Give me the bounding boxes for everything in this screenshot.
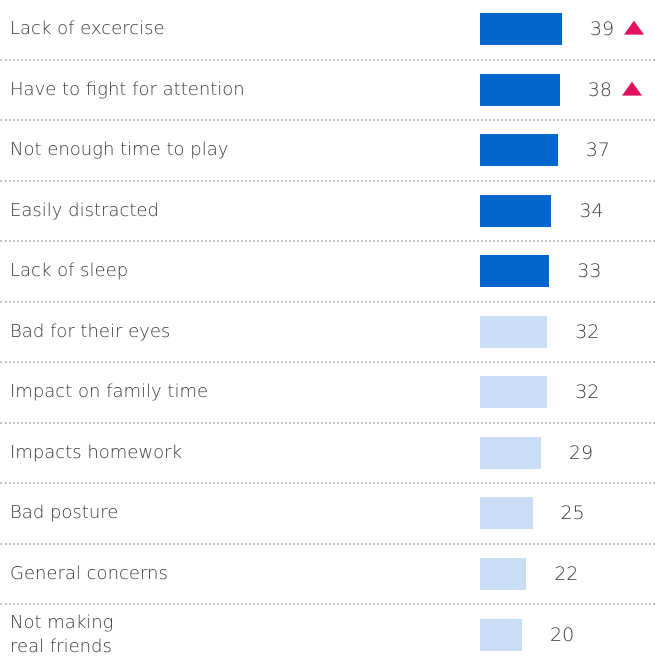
bar (480, 436, 541, 469)
category-label: Bad for their eyes (10, 320, 171, 342)
value-label: 22 (554, 562, 579, 585)
bar (480, 255, 550, 288)
row: Lack of excercise 39 (0, 0, 655, 61)
bar (480, 134, 558, 167)
row: Easily distracted 34 (0, 182, 655, 242)
value-label: 32 (575, 320, 600, 343)
category-label: Lack of excercise (10, 18, 165, 40)
trend-up-icon (623, 20, 644, 35)
value-label: 34 (579, 199, 604, 222)
category-label: Not enough time to play (10, 139, 229, 161)
category-label: Easily distracted (10, 199, 159, 221)
row: General concerns 22 (0, 545, 655, 605)
bar (480, 618, 522, 651)
row: Bad for their eyes 32 (0, 303, 655, 363)
value-label: 38 (587, 78, 612, 101)
bar (480, 73, 560, 106)
bar (480, 315, 548, 348)
row: Not making real friends 20 (0, 605, 655, 664)
value-label: 25 (560, 502, 585, 525)
category-label: Not making real friends (10, 611, 114, 657)
bar (480, 497, 533, 530)
value-label: 20 (550, 623, 575, 646)
trend-up-icon (621, 81, 642, 96)
row: Lack of sleep 33 (0, 242, 655, 303)
value-label: 29 (568, 441, 594, 464)
category-label: Impact on family time (10, 381, 209, 403)
bar (480, 376, 548, 409)
row: Impacts homework 29 (0, 424, 655, 484)
category-label: Impacts homework (10, 441, 182, 463)
category-label: Have to fight for attention (10, 78, 245, 100)
bar (480, 13, 562, 46)
category-label: Bad posture (10, 502, 119, 524)
row: Not enough time to play 37 (0, 121, 655, 182)
value-label: 32 (575, 381, 600, 404)
row: Bad posture 25 (0, 484, 655, 545)
value-label: 33 (577, 260, 602, 283)
row: Impact on family time 32 (0, 363, 655, 424)
value-label: 39 (589, 18, 615, 41)
bar (480, 194, 552, 227)
value-label: 37 (585, 139, 610, 162)
bar (480, 557, 527, 590)
category-label: General concerns (10, 562, 168, 584)
category-label: Lack of sleep (10, 260, 129, 282)
row: Have to fight for attention 38 (0, 61, 655, 121)
